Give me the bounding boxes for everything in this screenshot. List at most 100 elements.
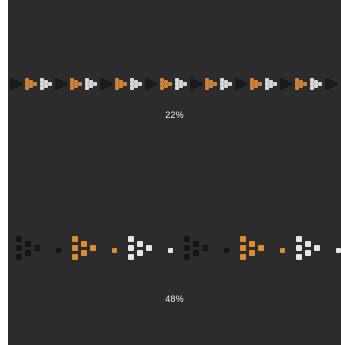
loading-screen: 22% 48% [8,0,341,345]
loader-dot [249,249,255,256]
loader-dot [240,254,246,260]
loader-dot [254,80,258,84]
loader-dot [205,86,209,90]
loader-dot [63,82,67,86]
loader-dot [305,249,311,256]
loader-dot [205,82,209,86]
loader-dot [85,82,89,86]
loader-dot [16,245,22,251]
loader-dot [299,84,303,88]
loader-dot [280,78,284,82]
loader-dot [190,86,194,90]
loader-dot [220,82,224,86]
loader-dot [14,80,18,84]
loader-dot [137,249,143,256]
loader-dot [149,80,153,84]
loader-dot [72,245,78,251]
loader-dot [190,82,194,86]
loader-dot [10,82,14,86]
loader-dot [16,236,22,242]
loader-dot [194,80,198,84]
loader-dot [168,248,173,253]
loader-dot [190,78,194,82]
loader-dot [305,240,311,247]
loader-dot [164,80,168,84]
loader-dot [336,248,341,253]
loader-dot [209,80,213,84]
loader-dot [25,78,29,82]
loader-dot [258,245,264,251]
loader-dot [333,82,337,86]
loader-dot [295,86,299,90]
loader-dot [228,82,232,86]
loader-dot [179,80,183,84]
loader-dot [55,78,59,82]
loader-dot [138,82,142,86]
loader-dot [325,82,329,86]
loader-dot [89,84,93,88]
loader-dot [85,78,89,82]
loader-dot [164,84,168,88]
loader-dot [202,245,208,251]
loader-dot [240,245,246,251]
loader-dot [205,78,209,82]
loader-dot [44,84,48,88]
loader-dot [235,86,239,90]
loader-dot [128,254,134,260]
loader-dot [224,84,228,88]
loader-dot [175,78,179,82]
loader-dot [184,236,190,242]
loader-dot [16,254,22,260]
loader-dot [56,248,61,253]
loader-dot [146,245,152,251]
loader-dot [269,80,273,84]
loader-dot [108,82,112,86]
loader-dot [239,84,243,88]
loader-dot [175,82,179,86]
loader-dot [59,80,63,84]
loader-dot [81,240,87,247]
loader-dot [183,82,187,86]
loader-dot [145,78,149,82]
loader-dot [130,78,134,82]
loader-dot [115,82,119,86]
loader-dot [325,78,329,82]
loader-dot [100,78,104,82]
loader-dot [25,240,31,247]
loader-dot [265,86,269,90]
loader-dot [74,84,78,88]
loader-dot [184,254,190,260]
loader-dot [74,80,78,84]
loader-dot [78,82,82,86]
loader-dot [265,78,269,82]
loader-dot [193,240,199,247]
loader-dot [10,78,14,82]
loader-dot [250,86,254,90]
loader-dot [119,80,123,84]
loader-dot [10,86,14,90]
loader-dot [70,86,74,90]
loader-dot [48,82,52,86]
loader-dot [325,86,329,90]
loader-dot [258,82,262,86]
loader-dot [209,84,213,88]
loader-dot [130,82,134,86]
loader-dot [160,82,164,86]
loader-dot [314,245,320,251]
loader-dot [134,80,138,84]
loader-dot [193,249,199,256]
loader-dot [254,84,258,88]
loader-dot [280,82,284,86]
loader-dot [25,249,31,256]
loader-dot [296,236,302,242]
loader-dot [273,82,277,86]
arrow-loader-large [8,230,341,280]
loader-dot [44,80,48,84]
loader-dot [40,78,44,82]
loader-dot [112,248,117,253]
loader-dot [280,248,285,253]
loader-dot [295,78,299,82]
loader-dot [18,82,22,86]
loader-dot [220,86,224,90]
loader-dot [329,84,333,88]
